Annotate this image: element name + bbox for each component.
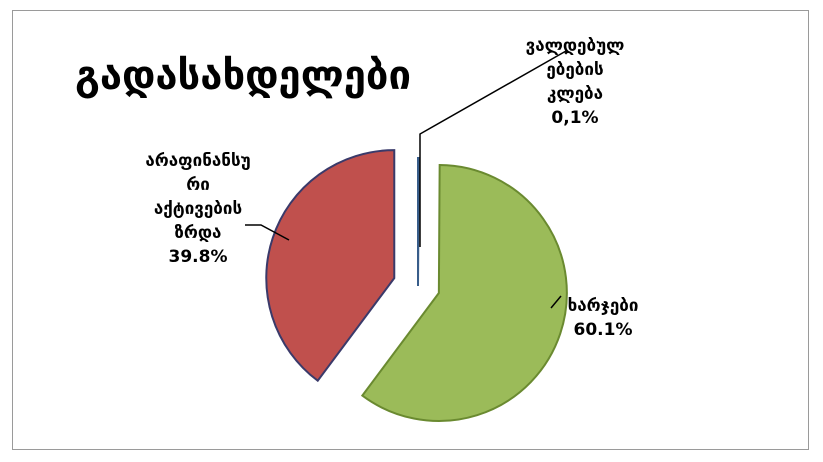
pie-slice-2 (265, 149, 396, 383)
pie-slice-0 (417, 156, 420, 287)
leader-line-0 (419, 50, 567, 247)
slice-value-label-1: 60.1% (574, 320, 633, 340)
slice-label-2: არაფინანსუ (145, 151, 250, 171)
slice-label-0: კლება (547, 84, 603, 104)
slice-label-2: ზრდა (175, 223, 222, 243)
pie-chart: გადასახდელები ვალდებულ ებების კლება 0,1% ხარ… (75, 36, 639, 422)
slice-value-label-2: 39.8% (169, 247, 228, 267)
leader-line-1 (550, 295, 562, 309)
slice-label-0: ვალდებულ (526, 36, 625, 56)
slice-label-0: ებების (546, 60, 603, 80)
chart-title: გადასახდელები (75, 53, 411, 99)
slice-label-1: ხარჯები (568, 296, 639, 316)
chart-frame: გადასახდელები ვალდებულ ებების კლება 0,1% ხარ… (12, 10, 809, 450)
slice-value-label-0: 0,1% (551, 108, 598, 128)
leader-line-2 (245, 224, 290, 241)
pie-slice-1 (360, 163, 568, 422)
slice-label-2: რი (186, 175, 210, 195)
slice-label-2: აქტივების (154, 199, 242, 219)
